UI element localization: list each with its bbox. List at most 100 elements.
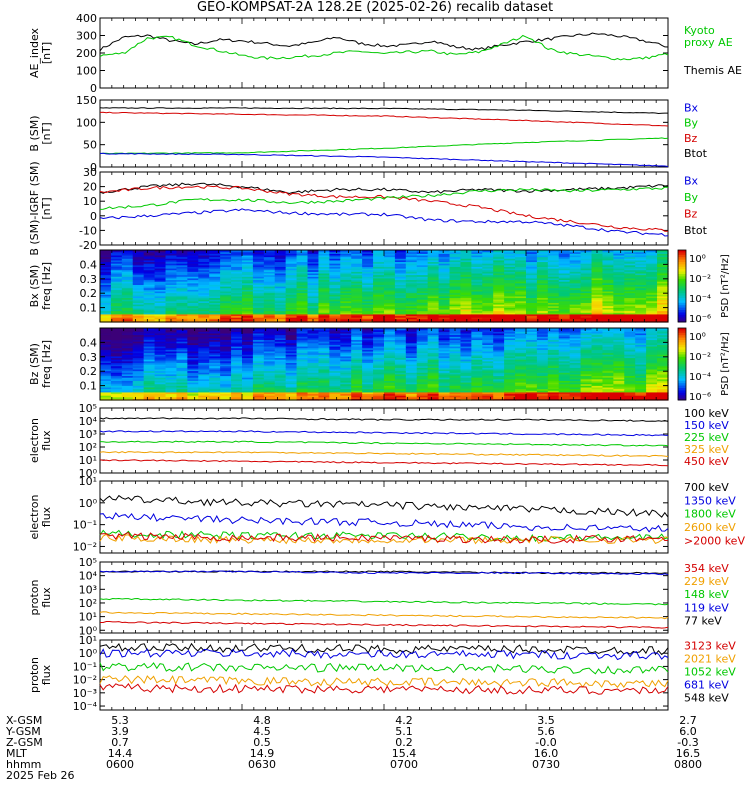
- heatmap-cell: [110, 277, 123, 281]
- heatmap-cell: [274, 344, 287, 347]
- heatmap-cell: [296, 317, 309, 320]
- heatmap-cell: [110, 349, 123, 352]
- heatmap-cell: [132, 357, 145, 360]
- heatmap-cell: [318, 393, 330, 396]
- heatmap-cell: [602, 292, 614, 295]
- heatmap-cell: [296, 328, 309, 331]
- heatmap-cell: [362, 360, 374, 363]
- heatmap-cell: [405, 261, 418, 264]
- heatmap-cell: [602, 360, 614, 363]
- heatmap-cell: [635, 393, 647, 396]
- heatmap-cell: [263, 297, 276, 300]
- heatmap-cell: [121, 269, 134, 272]
- heatmap-cell: [515, 312, 527, 315]
- heatmap-cell: [154, 377, 167, 380]
- heatmap-cell: [515, 315, 527, 318]
- heatmap-cell: [569, 328, 582, 331]
- heatmap-cell: [416, 334, 429, 337]
- heatmap-cell: [515, 368, 527, 372]
- heatmap-cell: [373, 317, 385, 320]
- colorbar-segment: [678, 298, 686, 301]
- heatmap-cell: [165, 352, 178, 355]
- heatmap-cell: [624, 297, 636, 300]
- heatmap-cell: [176, 368, 188, 372]
- heatmap-cell: [405, 307, 418, 310]
- heatmap-cell: [373, 259, 385, 263]
- heatmap-cell: [613, 256, 625, 259]
- heatmap-cell: [558, 277, 571, 281]
- heatmap-cell: [187, 390, 199, 393]
- heatmap-cell: [340, 362, 352, 365]
- heatmap-cell: [373, 251, 385, 254]
- heatmap-cell: [449, 307, 462, 310]
- heatmap-cell: [482, 395, 494, 398]
- heatmap-cell: [362, 259, 374, 263]
- heatmap-cell: [340, 359, 352, 362]
- heatmap-cell: [602, 349, 614, 352]
- heatmap-cell: [482, 256, 494, 259]
- heatmap-cell: [351, 334, 363, 337]
- heatmap-cell: [242, 336, 254, 339]
- y-tick-label: 200: [76, 47, 97, 60]
- heatmap-cell: [493, 344, 505, 347]
- heatmap-cell: [220, 396, 232, 399]
- heatmap-cell: [263, 370, 276, 373]
- heatmap-cell: [252, 385, 265, 388]
- heatmap-cell: [318, 259, 330, 263]
- heatmap-cell: [154, 339, 167, 342]
- heatmap-cell: [373, 264, 385, 267]
- heatmap-cell: [187, 334, 199, 337]
- heatmap-cell: [274, 307, 287, 310]
- heatmap-cell: [547, 341, 560, 344]
- heatmap-cell: [438, 307, 451, 310]
- heatmap-cell: [329, 342, 341, 345]
- heatmap-cell: [132, 344, 145, 347]
- heatmap-cell: [438, 297, 451, 300]
- heatmap-cell: [416, 320, 429, 323]
- heatmap-cell: [362, 287, 374, 290]
- heatmap-cell: [143, 274, 156, 277]
- heatmap-cell: [198, 315, 210, 318]
- heatmap-cell: [351, 396, 363, 399]
- heatmap-cell: [504, 349, 516, 352]
- heatmap-cell: [482, 398, 494, 401]
- heatmap-cell: [427, 364, 440, 367]
- heatmap-cell: [394, 331, 407, 334]
- heatmap-cell: [394, 368, 407, 372]
- heatmap-cell: [340, 375, 352, 378]
- heatmap-cell: [394, 344, 407, 347]
- heatmap-cell: [296, 320, 309, 323]
- heatmap-cell: [285, 395, 298, 398]
- heatmap-cell: [209, 344, 221, 347]
- heatmap-cell: [373, 331, 385, 334]
- heatmap-cell: [242, 331, 254, 334]
- heatmap-cell: [526, 347, 538, 350]
- heatmap-cell: [220, 250, 232, 253]
- heatmap-cell: [143, 307, 156, 310]
- heatmap-cell: [460, 295, 472, 299]
- heatmap-cell: [198, 263, 210, 266]
- heatmap-cell: [252, 269, 265, 272]
- heatmap-cell: [176, 396, 188, 399]
- heatmap-cell: [504, 332, 516, 336]
- heatmap-cell: [274, 305, 287, 308]
- heatmap-cell: [220, 347, 232, 350]
- series-line: [99, 185, 668, 232]
- heatmap-cell: [263, 304, 276, 307]
- heatmap-cell: [547, 373, 560, 377]
- heatmap-cell: [121, 388, 134, 391]
- heatmap-cell: [340, 385, 352, 388]
- heatmap-cell: [110, 342, 123, 345]
- heatmap-cell: [416, 336, 429, 339]
- heatmap-cell: [405, 253, 418, 256]
- heatmap-cell: [558, 274, 571, 277]
- heatmap-cell: [307, 357, 320, 360]
- heatmap-cell: [263, 357, 276, 360]
- heatmap-cell: [362, 344, 374, 347]
- heatmap-cell: [242, 271, 254, 274]
- heatmap-cell: [100, 360, 112, 363]
- heatmap-cell: [296, 390, 309, 393]
- heatmap-cell: [471, 250, 483, 253]
- heatmap-cell: [231, 391, 243, 395]
